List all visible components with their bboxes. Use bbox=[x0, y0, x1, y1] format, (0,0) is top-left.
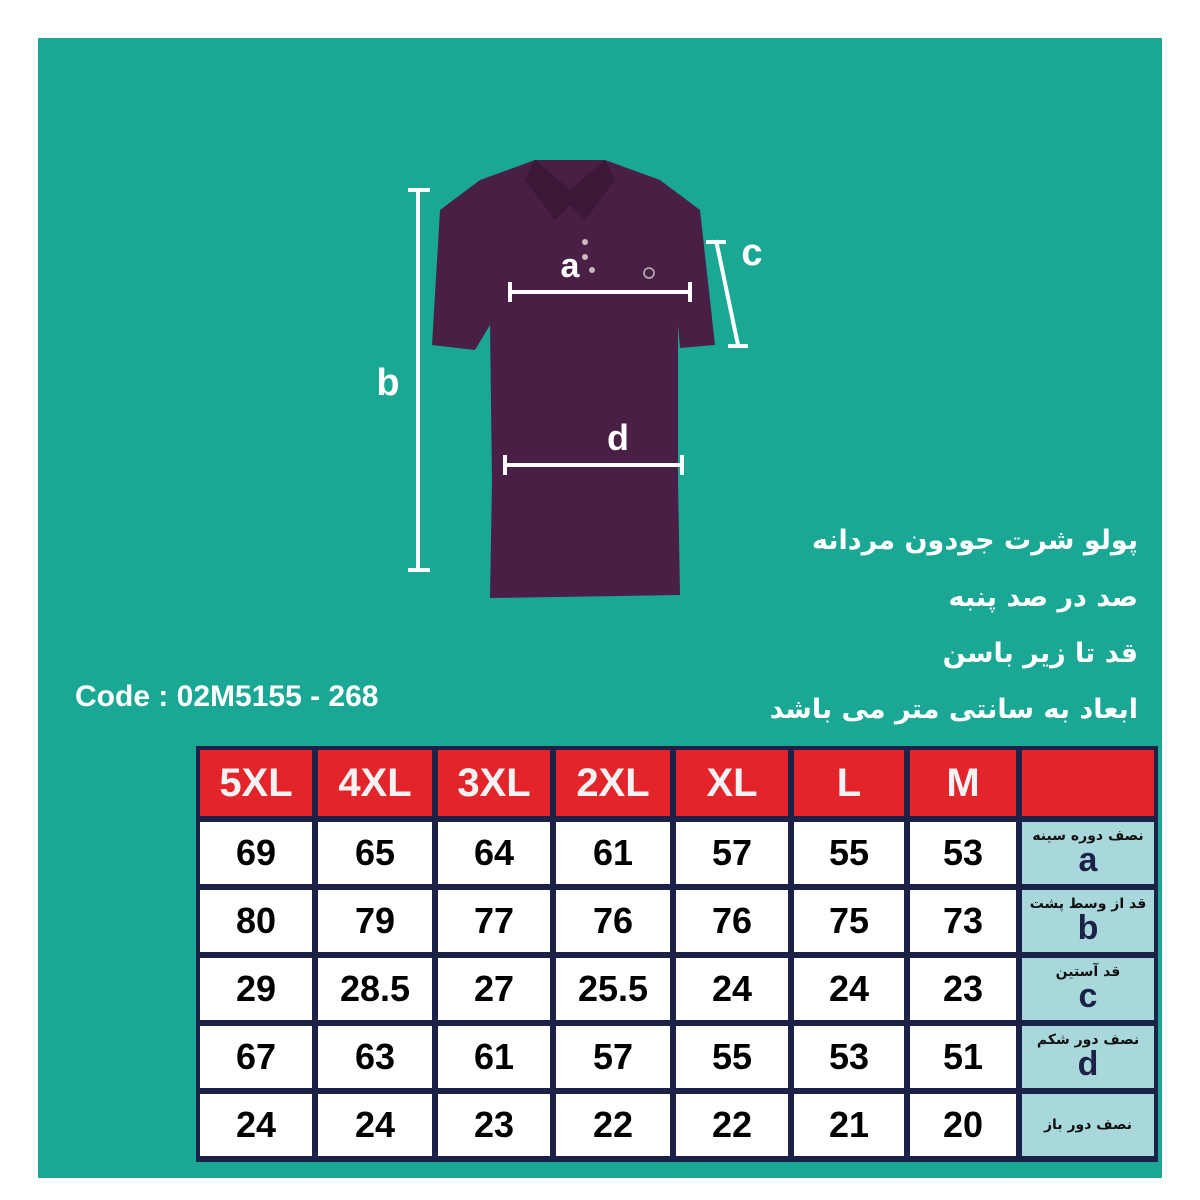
table-cell: 77 bbox=[438, 890, 550, 952]
table-cell: 65 bbox=[318, 822, 432, 884]
table-cell: 55 bbox=[794, 822, 904, 884]
row-letter: c bbox=[1078, 977, 1098, 1015]
table-cell: 28.5 bbox=[318, 958, 432, 1020]
row-label: نصف دوره سینه a bbox=[1022, 822, 1154, 884]
table-cell: 79 bbox=[318, 890, 432, 952]
table-cell: 63 bbox=[318, 1026, 432, 1088]
row-label-text: نصف دور شکم bbox=[1036, 1032, 1140, 1048]
polo-shirt-diagram: a b c d bbox=[376, 160, 763, 598]
table-cell: 25.5 bbox=[556, 958, 670, 1020]
row-letter: a bbox=[1078, 841, 1098, 879]
table-cell: 22 bbox=[556, 1094, 670, 1156]
table-cell: 27 bbox=[438, 958, 550, 1020]
table-cell: 51 bbox=[910, 1026, 1016, 1088]
shirt-body bbox=[432, 160, 715, 598]
size-header: XL bbox=[676, 750, 788, 816]
label-a: a bbox=[561, 247, 581, 285]
table-cell: 24 bbox=[200, 1094, 312, 1156]
row-letter: b bbox=[1077, 909, 1099, 947]
length-text: قد تا زیر باسن bbox=[942, 638, 1138, 669]
row-label-text: نصف دور باز bbox=[1044, 1117, 1132, 1133]
table-cell: 67 bbox=[200, 1026, 312, 1088]
header-empty-cell bbox=[1022, 750, 1154, 816]
material-text: صد در صد پنبه bbox=[948, 582, 1138, 613]
table-cell: 53 bbox=[910, 822, 1016, 884]
size-header: L bbox=[794, 750, 904, 816]
table-cell: 75 bbox=[794, 890, 904, 952]
table-cell: 55 bbox=[676, 1026, 788, 1088]
size-table: 5XL 4XL 3XL 2XL XL L M 69 65 64 61 57 55 53 نصف دوره س… bbox=[196, 746, 1158, 1162]
label-b: b bbox=[376, 362, 399, 404]
table-cell: 22 bbox=[676, 1094, 788, 1156]
table-cell: 64 bbox=[438, 822, 550, 884]
size-header: 3XL bbox=[438, 750, 550, 816]
size-header: M bbox=[910, 750, 1016, 816]
table-cell: 24 bbox=[318, 1094, 432, 1156]
table-cell: 23 bbox=[910, 958, 1016, 1020]
row-label: نصف دور باز bbox=[1022, 1094, 1154, 1156]
table-cell: 53 bbox=[794, 1026, 904, 1088]
size-header: 4XL bbox=[318, 750, 432, 816]
row-label-text: قد از وسط پشت bbox=[1029, 896, 1147, 912]
product-title: پولو شرت جودون مردانه bbox=[811, 525, 1138, 556]
size-header: 5XL bbox=[200, 750, 312, 816]
table-cell: 61 bbox=[556, 822, 670, 884]
size-header: 2XL bbox=[556, 750, 670, 816]
table-cell: 69 bbox=[200, 822, 312, 884]
table-cell: 76 bbox=[556, 890, 670, 952]
row-label-text: قد آستین bbox=[1055, 964, 1121, 980]
product-code: Code : 02M5155 - 268 bbox=[75, 680, 379, 713]
table-cell: 61 bbox=[438, 1026, 550, 1088]
table-cell: 29 bbox=[200, 958, 312, 1020]
row-label: قد از وسط پشت b bbox=[1022, 890, 1154, 952]
row-letter: d bbox=[1077, 1045, 1099, 1083]
row-label: نصف دور شکم d bbox=[1022, 1026, 1154, 1088]
table-cell: 76 bbox=[676, 890, 788, 952]
label-c: c bbox=[741, 232, 762, 274]
table-cell: 80 bbox=[200, 890, 312, 952]
table-cell: 57 bbox=[676, 822, 788, 884]
table-cell: 23 bbox=[438, 1094, 550, 1156]
units-text: ابعاد به سانتی متر می باشد bbox=[769, 694, 1138, 725]
table-cell: 57 bbox=[556, 1026, 670, 1088]
shirt-collar bbox=[525, 160, 615, 220]
table-cell: 20 bbox=[910, 1094, 1016, 1156]
row-label-text: نصف دوره سینه bbox=[1032, 828, 1144, 844]
table-cell: 21 bbox=[794, 1094, 904, 1156]
table-cell: 24 bbox=[676, 958, 788, 1020]
table-cell: 24 bbox=[794, 958, 904, 1020]
label-d: d bbox=[607, 417, 629, 458]
row-label: قد آستین c bbox=[1022, 958, 1154, 1020]
table-cell: 73 bbox=[910, 890, 1016, 952]
